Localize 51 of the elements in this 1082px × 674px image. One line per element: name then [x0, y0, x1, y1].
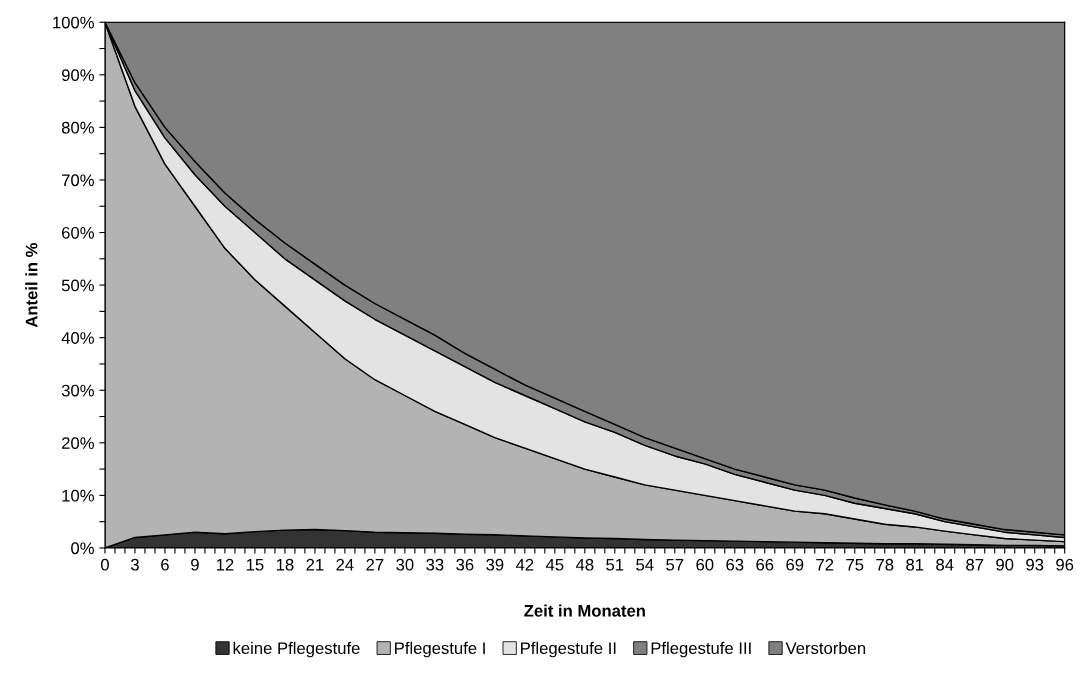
x-tick-label: 6 — [161, 558, 169, 571]
y-tick-label: 20% — [62, 437, 94, 450]
x-tick-label: 96 — [1056, 558, 1074, 571]
x-axis-title: Zeit in Monaten — [524, 604, 645, 617]
legend-label: keine Pflegestufe — [233, 641, 360, 658]
y-tick-label: 10% — [62, 489, 94, 502]
x-tick-label: 66 — [756, 558, 774, 571]
x-tick-label: 78 — [876, 558, 894, 571]
x-tick-label: 87 — [966, 558, 984, 571]
y-tick-label: 50% — [61, 279, 94, 292]
x-tick-label: 72 — [816, 558, 834, 571]
x-tick-label: 3 — [130, 558, 139, 571]
x-tick-label: 33 — [426, 558, 444, 571]
x-tick-label: 15 — [246, 558, 264, 571]
y-tick-label: 0% — [71, 542, 94, 555]
x-tick-label: 60 — [696, 558, 714, 571]
y-tick-label: 30% — [61, 384, 94, 397]
y-tick-label: 70% — [62, 174, 94, 187]
legend-label: Verstorben — [785, 641, 866, 655]
x-tick-label: 18 — [276, 558, 294, 571]
x-tick-label: 54 — [636, 558, 654, 571]
x-tick-label: 93 — [1026, 558, 1044, 571]
legend-label: Pflegestufe III — [651, 641, 751, 658]
x-tick-label: 90 — [996, 558, 1014, 571]
y-tick-label: 80% — [61, 121, 94, 134]
x-tick-label: 36 — [456, 558, 474, 571]
x-tick-label: 48 — [575, 558, 594, 571]
x-tick-label: 51 — [606, 558, 624, 571]
x-tick-label: 84 — [936, 558, 954, 571]
x-tick-label: 9 — [191, 558, 199, 571]
y-tick-label: 40% — [61, 332, 94, 344]
legend-label: Pflegestufe II — [521, 641, 616, 658]
x-tick-label: 81 — [906, 558, 924, 571]
y-axis-title: Anteil in % — [25, 242, 38, 328]
x-tick-label: 24 — [336, 558, 354, 571]
y-tick-label: 90% — [61, 69, 94, 82]
x-tick-label: 57 — [666, 558, 684, 571]
legend-label: Pflegestufe I — [395, 641, 485, 658]
x-tick-label: 27 — [366, 558, 384, 571]
y-tick-label: 60% — [62, 226, 94, 239]
x-tick-label: 63 — [726, 558, 744, 571]
x-tick-label: 42 — [515, 558, 534, 571]
x-tick-label: 21 — [306, 558, 324, 571]
y-tick-label: 100% — [53, 16, 94, 29]
x-tick-label: 45 — [545, 558, 564, 571]
x-tick-label: 30 — [396, 558, 414, 571]
x-tick-label: 69 — [786, 558, 804, 571]
x-tick-label: 75 — [846, 558, 864, 571]
x-tick-label: 39 — [486, 558, 504, 571]
x-tick-label: 12 — [216, 558, 234, 571]
x-tick-label: 0 — [100, 558, 109, 571]
